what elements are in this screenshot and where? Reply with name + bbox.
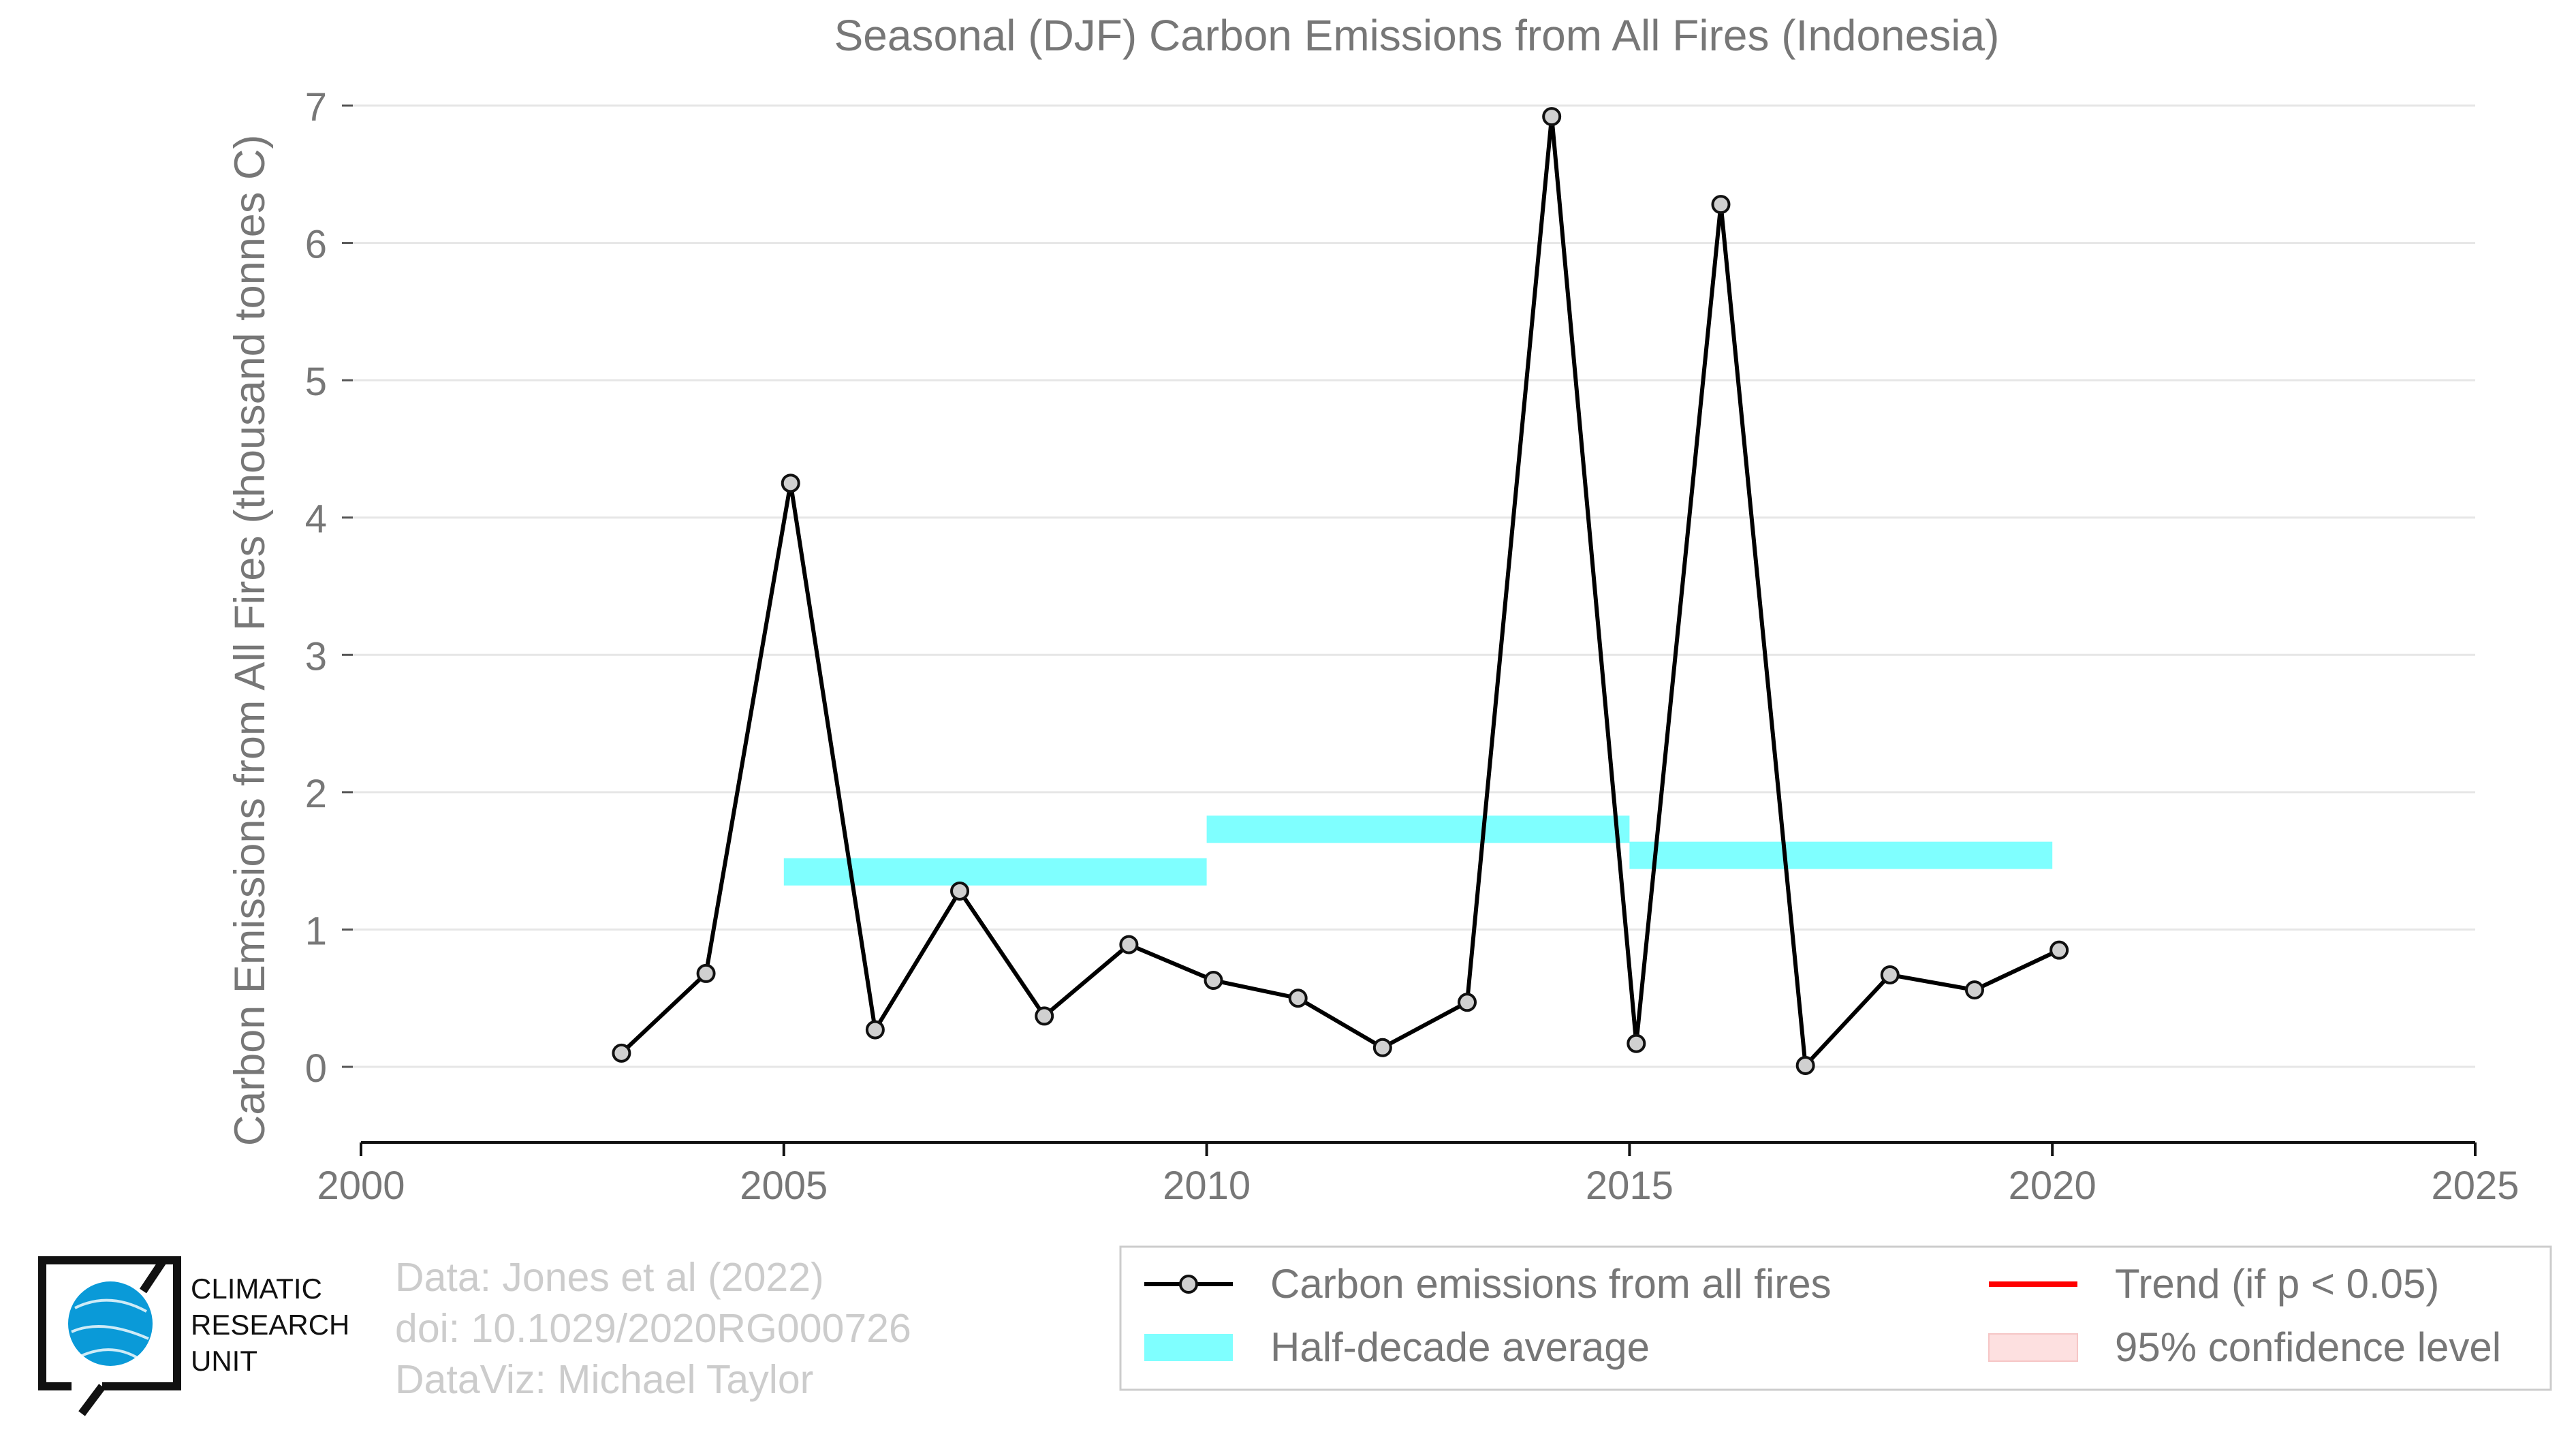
- data-point: [1204, 971, 1223, 991]
- y-tick-label: 4: [305, 497, 327, 542]
- data-point: [1119, 935, 1139, 954]
- legend-label: Trend (if p < 0.05): [2115, 1261, 2439, 1307]
- data-credits: Data: Jones et al (2022) doi: 10.1029/20…: [395, 1252, 911, 1405]
- half-decade-band: [1629, 841, 2053, 869]
- legend-frame: [1119, 1245, 2552, 1391]
- data-point: [865, 1020, 885, 1040]
- y-tick-label: 0: [305, 1046, 327, 1091]
- y-axis-label: Carbon Emissions from All Fires (thousan…: [226, 135, 274, 1147]
- legend-swatch-marker: [1179, 1275, 1198, 1294]
- data-point: [1627, 1033, 1646, 1053]
- data-point: [1795, 1055, 1815, 1075]
- logo-line-1: CLIMATIC: [191, 1273, 322, 1305]
- y-axis: 0 1 2 3 4 5 6 7: [305, 85, 353, 1091]
- logo-line-3: UNIT: [191, 1345, 257, 1377]
- legend: Carbon emissions from all fires Trend (if…: [1119, 1245, 2552, 1391]
- x-axis: 2000 2005 2010 2015 2020 2025: [317, 1141, 2519, 1208]
- x-tick-label: 2010: [1163, 1164, 1251, 1208]
- data-point: [1880, 965, 1900, 984]
- data-point: [1542, 107, 1562, 127]
- y-tick-label: 1: [305, 909, 327, 953]
- globe-swirl: [71, 1298, 149, 1360]
- data-point: [696, 963, 716, 983]
- logo-bracket-slash: [78, 1258, 167, 1416]
- x-tick-label: 2025: [2431, 1164, 2519, 1208]
- chart-title: Seasonal (DJF) Carbon Emissions from All…: [834, 11, 2000, 60]
- data-point: [781, 473, 800, 493]
- y-tick-label: 5: [305, 360, 327, 404]
- data-point: [1964, 980, 1984, 1000]
- logo-bracket-right: [102, 1256, 181, 1390]
- data-point: [612, 1043, 631, 1063]
- logo-bracket-left: [38, 1256, 163, 1390]
- y-tick-label: 3: [305, 634, 327, 679]
- legend-swatch-band: [1144, 1334, 1233, 1361]
- data-point: [1288, 989, 1308, 1008]
- credit-dataviz: DataViz: Michael Taylor: [395, 1357, 814, 1402]
- legend-label: Carbon emissions from all fires: [1270, 1261, 1832, 1307]
- globe-icon: [68, 1281, 153, 1366]
- data-point: [1458, 993, 1477, 1012]
- credit-data-source: Data: Jones et al (2022): [395, 1255, 824, 1300]
- logo-text: CLIMATIC RESEARCH UNIT: [191, 1271, 349, 1379]
- x-tick-label: 2020: [2009, 1164, 2096, 1208]
- y-tick-label: 2: [305, 772, 327, 816]
- data-point: [950, 881, 970, 901]
- cru-logo: [38, 1256, 181, 1416]
- data-point: [1372, 1038, 1392, 1057]
- emissions-line: [620, 114, 2060, 1068]
- x-tick-label: 2000: [317, 1164, 405, 1208]
- half-decade-band: [1206, 815, 1630, 843]
- half-decade-band: [783, 858, 1207, 886]
- gridlines: [349, 104, 2475, 1068]
- legend-label: 95% confidence level: [2115, 1324, 2501, 1370]
- x-tick-label: 2015: [1586, 1164, 1674, 1208]
- legend-label: Half-decade average: [1270, 1324, 1650, 1370]
- data-point: [2049, 940, 2069, 960]
- legend-swatch-band: [1988, 1333, 2078, 1362]
- half-decade-average-bands: [783, 815, 2053, 886]
- y-tick-label: 6: [305, 223, 327, 267]
- logo-line-2: RESEARCH: [191, 1309, 350, 1341]
- data-point: [1711, 195, 1731, 215]
- emissions-series: [612, 107, 2069, 1075]
- x-tick-label: 2005: [740, 1164, 828, 1208]
- credit-doi: doi: 10.1029/2020RG000726: [395, 1306, 911, 1351]
- data-point: [1035, 1006, 1054, 1026]
- y-tick-label: 7: [305, 85, 327, 129]
